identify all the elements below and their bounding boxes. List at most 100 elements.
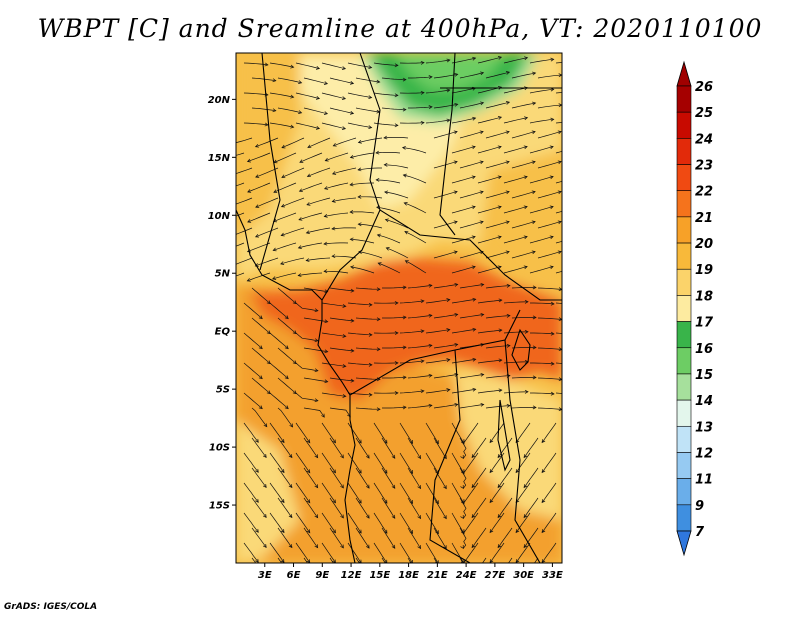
streamline-arrow bbox=[471, 265, 476, 270]
streamline bbox=[295, 122, 320, 129]
streamline-arrow bbox=[505, 130, 510, 135]
streamline bbox=[537, 377, 562, 380]
streamline bbox=[329, 557, 334, 563]
streamline-arrow bbox=[331, 254, 336, 259]
streamline-arrow bbox=[331, 226, 336, 231]
streamline bbox=[329, 377, 354, 382]
streamline bbox=[459, 131, 484, 139]
streamline-arrow bbox=[272, 247, 277, 252]
streamline-arrow bbox=[350, 288, 355, 293]
streamline bbox=[451, 87, 476, 94]
streamline bbox=[541, 452, 557, 473]
streamline-arrow bbox=[420, 120, 425, 125]
streamline bbox=[295, 332, 318, 342]
streamline bbox=[347, 422, 362, 444]
streamline-arrow bbox=[506, 403, 511, 408]
streamline-arrow bbox=[576, 206, 579, 209]
streamline bbox=[269, 392, 289, 409]
streamline bbox=[355, 347, 381, 350]
streamline bbox=[555, 240, 562, 244]
streamline bbox=[303, 107, 328, 115]
streamline-arrow bbox=[402, 345, 407, 350]
streamline bbox=[555, 180, 562, 184]
streamline bbox=[485, 405, 510, 409]
streamline bbox=[477, 236, 502, 244]
streamline bbox=[243, 482, 259, 503]
streamline-arrow bbox=[298, 217, 303, 221]
streamline bbox=[378, 262, 401, 274]
streamline-arrow bbox=[460, 544, 464, 550]
streamline-arrow bbox=[471, 235, 476, 240]
streamline-arrow bbox=[497, 454, 502, 459]
streamline-arrow bbox=[577, 120, 580, 123]
streamline-arrow bbox=[349, 210, 354, 214]
streamline bbox=[451, 482, 465, 504]
streamline bbox=[382, 286, 407, 289]
streamline bbox=[277, 467, 293, 488]
colorbar-swatch bbox=[676, 478, 692, 506]
lat-tick-label: EQ bbox=[215, 327, 231, 338]
streamline-arrow bbox=[531, 130, 536, 135]
streamline-arrow bbox=[332, 499, 336, 504]
streamline bbox=[399, 422, 413, 444]
streamline bbox=[281, 227, 305, 236]
streamline bbox=[269, 332, 289, 349]
streamline bbox=[347, 332, 372, 336]
streamline bbox=[321, 302, 346, 307]
streamline-arrow bbox=[577, 394, 580, 397]
streamline-arrow bbox=[550, 117, 555, 122]
streamline bbox=[541, 482, 557, 503]
colorbar-label: 15 bbox=[695, 368, 713, 383]
streamline-arrow bbox=[460, 514, 464, 520]
streamline-arrow bbox=[391, 484, 396, 489]
streamline bbox=[295, 452, 311, 473]
streamline bbox=[295, 362, 318, 372]
streamline bbox=[321, 392, 346, 397]
field-region-dark-orange bbox=[250, 258, 562, 400]
streamline bbox=[384, 164, 409, 169]
streamline bbox=[358, 223, 383, 229]
streamline bbox=[515, 452, 531, 473]
streamline bbox=[277, 557, 283, 563]
streamline-arrow bbox=[453, 130, 458, 135]
streamline-arrow bbox=[314, 454, 319, 459]
streamline bbox=[451, 512, 465, 534]
streamline bbox=[555, 270, 562, 274]
colorbar-lower-arrow bbox=[676, 530, 692, 557]
streamline bbox=[382, 406, 407, 409]
streamline-arrow bbox=[341, 96, 347, 100]
streamline bbox=[247, 182, 271, 193]
streamline-arrow bbox=[306, 469, 311, 474]
streamline-arrow bbox=[280, 529, 285, 534]
streamline bbox=[497, 467, 513, 488]
streamline-arrow bbox=[280, 439, 285, 444]
streamline-arrow bbox=[549, 235, 554, 240]
streamline bbox=[529, 118, 554, 124]
streamline-arrow bbox=[315, 96, 321, 100]
streamline bbox=[471, 437, 487, 458]
streamline bbox=[321, 482, 336, 503]
streamline bbox=[511, 347, 537, 349]
streamline bbox=[463, 482, 479, 503]
streamline-arrow bbox=[480, 282, 485, 287]
streamline bbox=[303, 557, 308, 563]
colorbar-label: 13 bbox=[695, 420, 713, 435]
streamline bbox=[347, 302, 372, 306]
streamline-arrow bbox=[384, 218, 389, 223]
streamline bbox=[383, 136, 409, 139]
streamline-arrow bbox=[443, 545, 447, 550]
streamline bbox=[433, 251, 458, 259]
lon-tick-label: 27E bbox=[485, 570, 506, 581]
streamline bbox=[385, 219, 409, 229]
streamline-arrow bbox=[557, 250, 562, 255]
streamline bbox=[376, 179, 401, 184]
streamline-arrow bbox=[557, 160, 562, 165]
streamline bbox=[485, 315, 510, 319]
streamline-arrow bbox=[280, 261, 285, 265]
streamline bbox=[477, 299, 502, 304]
streamline bbox=[459, 374, 484, 379]
streamline bbox=[489, 512, 505, 533]
streamline-arrow bbox=[281, 144, 286, 149]
streamline bbox=[243, 422, 259, 443]
streamline-arrow bbox=[383, 135, 388, 140]
